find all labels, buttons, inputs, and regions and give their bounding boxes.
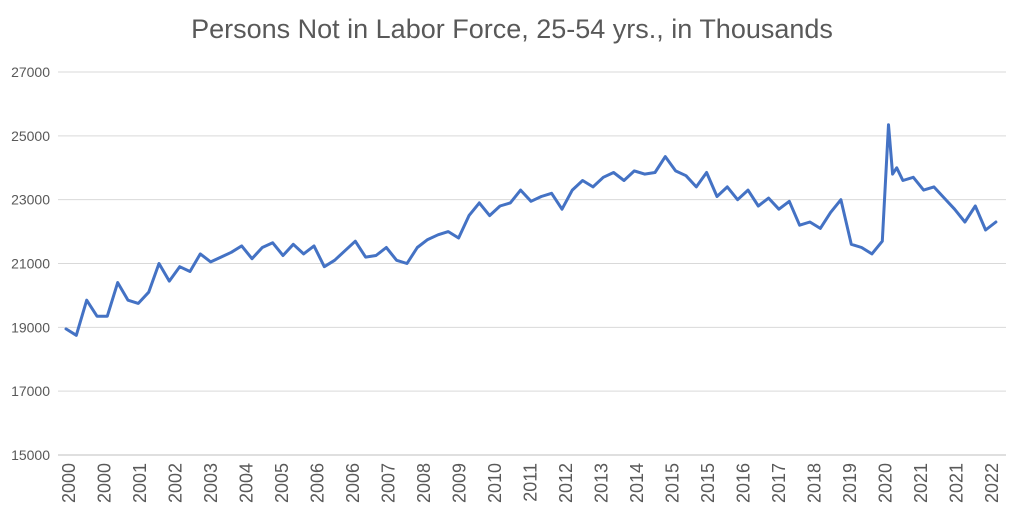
x-tick-label: 2008 — [414, 463, 434, 503]
x-tick-label: 2011 — [521, 463, 541, 502]
x-tick-label: 2018 — [805, 463, 825, 503]
y-tick-label: 27000 — [11, 64, 50, 80]
x-tick-label: 2001 — [130, 463, 150, 503]
y-tick-label: 23000 — [11, 192, 50, 208]
y-tick-label: 25000 — [11, 128, 50, 144]
chart-title: Persons Not in Labor Force, 25-54 yrs., … — [191, 14, 833, 44]
x-tick-label: 2014 — [627, 463, 647, 503]
y-tick-label: 15000 — [11, 447, 50, 463]
series-layer — [64, 123, 998, 337]
y-tick-label: 17000 — [11, 383, 50, 399]
x-tick-label: 2006 — [308, 463, 328, 503]
y-tick-label: 21000 — [11, 256, 50, 272]
x-tick-label: 2000 — [59, 463, 79, 503]
x-tick-label: 2022 — [982, 463, 1002, 503]
x-tick-label: 2007 — [379, 463, 399, 503]
x-tick-label: 2010 — [485, 463, 505, 503]
x-tick-label: 2020 — [876, 463, 896, 503]
gridlines — [58, 71, 1006, 456]
x-axis-tick-labels: 2000 2000 2001 2002 2003 2004 2005 2006 2006 2007… — [59, 463, 1002, 503]
x-tick-label: 2009 — [450, 463, 470, 503]
x-tick-label: 2015 — [663, 463, 683, 503]
y-tick-label: 19000 — [11, 319, 50, 335]
x-tick-label: 2006 — [343, 463, 363, 503]
y-axis-tick-labels: 15000 17000 19000 21000 23000 25000 27000 — [11, 64, 50, 463]
x-tick-label: 2012 — [556, 463, 576, 503]
x-tick-label: 2019 — [840, 463, 860, 503]
x-tick-label: 2015 — [698, 463, 718, 503]
x-tick-label: 2021 — [947, 463, 967, 503]
x-tick-label: 2000 — [95, 463, 115, 503]
x-tick-label: 2005 — [272, 463, 292, 503]
x-tick-label: 2013 — [592, 463, 612, 503]
x-tick-label: 2017 — [769, 463, 789, 503]
x-tick-label: 2004 — [237, 463, 257, 503]
x-tick-label: 2003 — [201, 463, 221, 503]
series-line — [64, 123, 998, 337]
x-tick-label: 2002 — [166, 463, 186, 503]
x-tick-label: 2016 — [734, 463, 754, 503]
x-tick-label: 2021 — [911, 463, 931, 503]
